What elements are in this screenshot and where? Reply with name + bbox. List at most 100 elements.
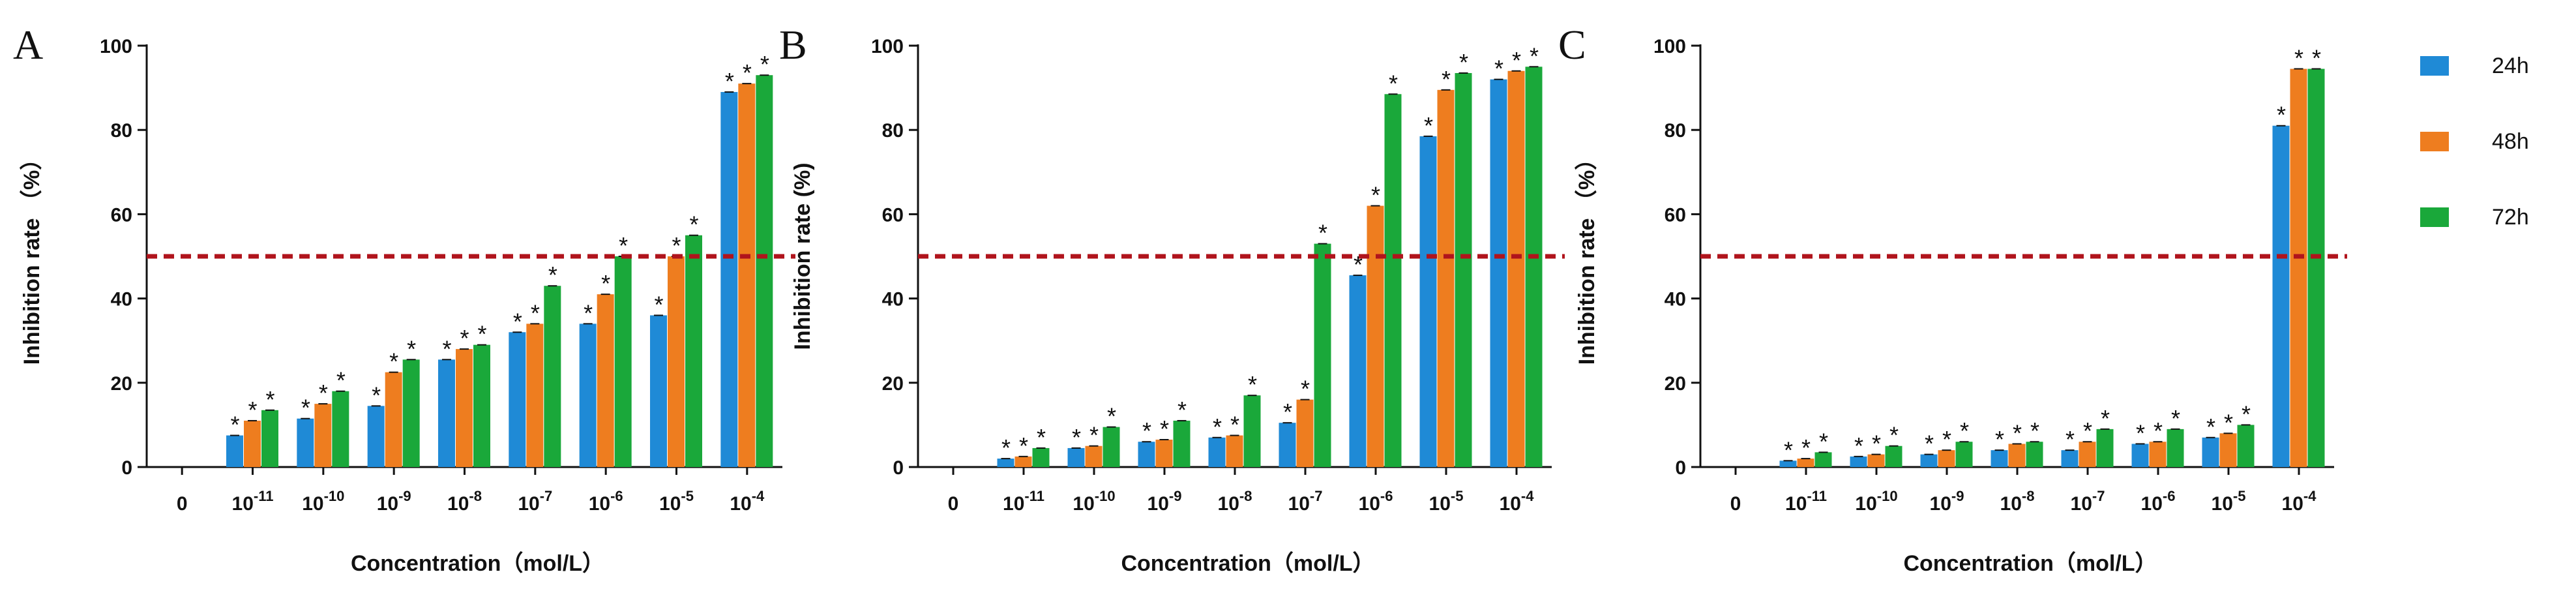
significance-star: * bbox=[301, 395, 310, 421]
x-tick-label: 10-6 bbox=[589, 488, 623, 515]
y-tick-label: 100 bbox=[871, 36, 904, 57]
bar-24h-7 bbox=[2202, 437, 2219, 467]
y-tick-label: 0 bbox=[1675, 457, 1686, 479]
significance-star: * bbox=[654, 291, 663, 318]
bar-24h-1 bbox=[997, 459, 1014, 467]
significance-star: * bbox=[1459, 49, 1468, 76]
bar-72h-2 bbox=[1885, 446, 1902, 467]
significance-star: * bbox=[2154, 417, 2163, 444]
bar-72h-1 bbox=[1032, 447, 1050, 467]
bar-48h-2 bbox=[1085, 446, 1103, 467]
significance-star: * bbox=[1160, 415, 1169, 442]
bar-24h-6 bbox=[2131, 444, 2149, 467]
significance-star: * bbox=[531, 299, 540, 326]
bar-72h-2 bbox=[1103, 427, 1120, 467]
y-tick-label: 80 bbox=[882, 120, 904, 142]
bar-72h-8 bbox=[1525, 67, 1543, 468]
bar-24h-1 bbox=[226, 435, 243, 467]
significance-star: * bbox=[2312, 45, 2321, 72]
x-tick-label: 10-8 bbox=[1218, 488, 1252, 515]
significance-star: * bbox=[442, 335, 451, 362]
significance-star: * bbox=[319, 380, 328, 406]
bar-48h-2 bbox=[314, 404, 332, 467]
y-tick-label: 20 bbox=[882, 373, 904, 395]
x-tick-label: 0 bbox=[1730, 493, 1741, 515]
significance-star: * bbox=[2065, 426, 2075, 453]
significance-star: * bbox=[2136, 419, 2145, 446]
bar-48h-4 bbox=[456, 349, 473, 467]
bar-48h-5 bbox=[2079, 442, 2096, 467]
significance-star: * bbox=[743, 59, 752, 86]
bar-48h-7 bbox=[1437, 89, 1455, 467]
bar-24h-5 bbox=[509, 332, 526, 467]
bar-72h-6 bbox=[1384, 94, 1402, 468]
bar-72h-4 bbox=[2026, 442, 2043, 467]
x-tick-label: 10-10 bbox=[1073, 488, 1115, 515]
bar-48h-6 bbox=[2149, 442, 2167, 467]
bar-72h-1 bbox=[1814, 452, 1832, 467]
significance-star: * bbox=[2206, 414, 2215, 440]
x-tick-label: 10-11 bbox=[1003, 488, 1044, 515]
x-tick-label: 0 bbox=[177, 493, 188, 515]
x-tick-label: 10-11 bbox=[232, 488, 274, 515]
significance-star: * bbox=[1872, 430, 1881, 457]
significance-star: * bbox=[372, 382, 381, 408]
x-tick-label: 10-9 bbox=[377, 488, 411, 515]
y-axis-title: Inhibition rate （%） bbox=[1574, 148, 1599, 365]
legend-label-48h: 48h bbox=[2492, 129, 2529, 154]
x-axis-title: Concentration（mol/L） bbox=[351, 551, 604, 576]
bar-72h-7 bbox=[1455, 72, 1472, 468]
significance-star: * bbox=[1301, 376, 1310, 402]
y-tick-label: 80 bbox=[1665, 120, 1686, 142]
bar-24h-3 bbox=[1920, 454, 1938, 467]
x-axis-title: Concentration（mol/L） bbox=[1903, 551, 2157, 576]
significance-star: * bbox=[1442, 66, 1451, 93]
significance-star: * bbox=[1107, 403, 1116, 430]
bar-72h-3 bbox=[1173, 420, 1191, 467]
chart-panels: A 0 20 40 60 80 100 Inhibition rate （%） Concentr… bbox=[13, 22, 2347, 576]
significance-star: * bbox=[1019, 432, 1028, 459]
bar-48h-1 bbox=[1014, 456, 1032, 467]
bar-48h-8 bbox=[2290, 68, 2307, 467]
significance-star: * bbox=[2013, 419, 2022, 446]
significance-star: * bbox=[2083, 417, 2092, 444]
y-tick-label: 60 bbox=[111, 204, 132, 226]
bar-72h-5 bbox=[544, 286, 561, 467]
bar-24h-8 bbox=[1490, 79, 1507, 468]
bar-72h-8 bbox=[2307, 68, 2325, 467]
y-tick-label: 40 bbox=[882, 289, 904, 310]
chart-panel-a: A 0 20 40 60 80 100 Inhibition rate （%） Concentr… bbox=[13, 22, 795, 576]
bar-24h-7 bbox=[1419, 136, 1437, 467]
significance-star: * bbox=[1213, 414, 1222, 440]
chart-panel-c: C 0 20 40 60 80 100 Inhibition rate （%） Concentr… bbox=[1558, 22, 2347, 576]
bar-24h-2 bbox=[1850, 456, 1867, 467]
y-tick-label: 40 bbox=[1665, 289, 1686, 310]
bar-72h-7 bbox=[2237, 425, 2255, 467]
y-axis-title: Inhibition rate (%) bbox=[790, 162, 815, 350]
significance-star: * bbox=[1854, 432, 1863, 459]
x-tick-label: 10-10 bbox=[302, 488, 344, 515]
bar-48h-6 bbox=[597, 294, 614, 467]
x-tick-label: 10-7 bbox=[518, 488, 552, 515]
significance-star: * bbox=[1072, 424, 1081, 451]
bar-24h-6 bbox=[579, 324, 597, 467]
x-tick-label: 10-6 bbox=[1359, 488, 1393, 515]
significance-star: * bbox=[460, 325, 469, 352]
y-axis-title: Inhibition rate （%） bbox=[19, 148, 44, 365]
bar-24h-3 bbox=[1138, 442, 1155, 467]
y-tick-label: 0 bbox=[893, 457, 904, 479]
significance-star: * bbox=[1142, 417, 1151, 444]
bar-48h-5 bbox=[1296, 399, 1314, 467]
x-tick-label: 10-11 bbox=[1785, 488, 1827, 515]
significance-star: * bbox=[1001, 434, 1011, 461]
significance-star: * bbox=[2242, 400, 2251, 427]
significance-star: * bbox=[1784, 436, 1793, 463]
bar-24h-8 bbox=[720, 92, 738, 467]
y-tick-label: 60 bbox=[882, 204, 904, 226]
legend-swatch-24h bbox=[2420, 56, 2449, 76]
significance-star: * bbox=[389, 348, 398, 375]
significance-star: * bbox=[1925, 430, 1934, 457]
significance-star: * bbox=[1389, 70, 1398, 97]
bar-72h-5 bbox=[1314, 243, 1331, 467]
